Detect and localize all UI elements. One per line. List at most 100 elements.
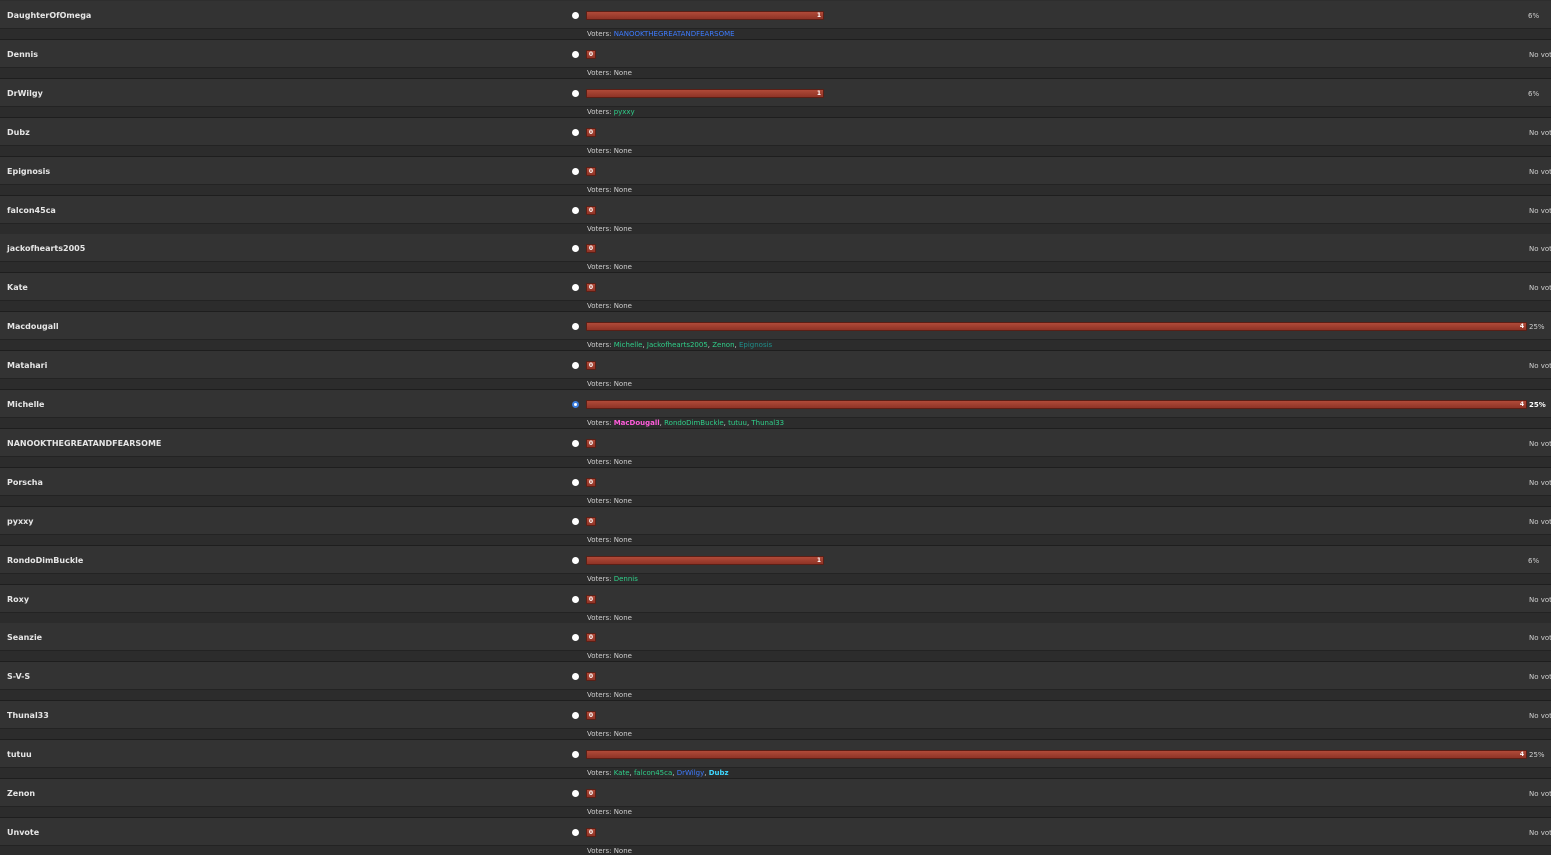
voters-line: Voters: Kate, falcon45ca, DrWilgy, Dubz [587,768,729,778]
vote-percent: No votes [1529,595,1551,604]
voter-separator: , [629,769,634,778]
option-name: RondoDimBuckle [7,555,84,565]
option-voters-cell [0,223,1551,235]
voter-separator: , [659,419,665,427]
option-name: DrWilgy [7,88,43,98]
voters-label: Voters: [587,808,614,816]
voter-link[interactable]: tutuu [728,419,747,427]
voter-link[interactable]: Zenon [712,341,735,350]
option-name: DaughterOfOmega [7,11,92,20]
vote-radio[interactable] [572,401,579,408]
option-voters-cell [0,845,1551,855]
voters-line: Voters: None [587,690,632,700]
voter-link[interactable]: Jackofhearts2005 [646,341,708,350]
option-main-cell [0,156,1551,185]
voter-link[interactable]: RondoDimBuckle [664,419,724,427]
vote-percent: No votes [1529,478,1551,487]
vote-radio[interactable] [572,89,579,97]
option-main-cell [0,195,1551,224]
vote-radio[interactable] [572,245,579,253]
vote-radio[interactable] [572,751,579,759]
vote-percent: No votes [1529,828,1551,837]
vote-bar: 0 [586,283,596,293]
vote-radio[interactable] [572,828,579,836]
option-main-cell [0,117,1551,146]
voter-link[interactable]: Epignosis [738,341,773,350]
voters-label: Voters: [587,380,614,389]
voters-none: None [613,808,632,816]
voters-line: Voters: None [587,496,632,506]
vote-radio[interactable] [572,634,579,642]
vote-radio[interactable] [572,50,579,58]
vote-bar: 0 [586,827,596,837]
voters-line: Voters: None [587,68,632,78]
poll-option-row: falcon45ca 0 No votes Voters: None [0,195,1551,235]
vote-bar: 0 [586,711,596,721]
vote-radio[interactable] [572,362,579,370]
voters-line: Voters: pyxxy [587,107,635,117]
vote-radio[interactable] [572,439,579,447]
poll-option-row: Matahari 0 No votes Voters: None [0,351,1551,391]
option-voters-cell [0,379,1551,391]
vote-percent: No votes [1529,439,1551,448]
vote-bar: 0 [586,477,596,487]
vote-radio[interactable] [572,478,579,486]
voter-link[interactable]: MacDougall [613,419,660,427]
voters-line: Voters: None [587,185,632,195]
vote-radio[interactable] [572,284,579,292]
option-main-cell [0,273,1551,302]
voters-line: Voters: None [587,807,632,817]
vote-count: 4 [1519,401,1524,408]
vote-radio[interactable] [572,712,579,720]
option-name: tutuu [7,750,32,760]
voter-link[interactable]: Dennis [613,574,638,583]
vote-count: 0 [588,206,593,214]
vote-count: 0 [588,478,593,486]
vote-count: 4 [1519,323,1524,331]
vote-radio[interactable] [572,595,579,603]
voters-line: Voters: None [587,535,632,545]
voter-link[interactable]: Dubz [708,769,729,778]
vote-radio[interactable] [572,167,579,175]
voter-separator: , [704,769,709,778]
voter-link[interactable]: Michelle [613,341,643,350]
poll-option-row: Seanzie 0 No votes Voters: None [0,623,1551,663]
vote-count: 4 [1519,751,1524,759]
vote-bar: 0 [586,516,596,526]
vote-percent: 25% [1529,751,1545,760]
voter-link[interactable]: DrWilgy [676,769,705,778]
voter-link[interactable]: NANOOKTHEGREATANDFEARSOME [613,30,735,38]
vote-radio[interactable] [572,323,579,331]
option-name: Matahari [7,361,48,371]
voter-separator: , [723,419,729,427]
poll-option-row: Thunal33 0 No votes Voters: None [0,701,1551,741]
option-voters-cell [0,612,1551,624]
poll-option-row: Dubz 0 No votes Voters: None [0,117,1551,157]
vote-radio[interactable] [572,206,579,214]
option-name: NANOOKTHEGREATANDFEARSOME [7,438,162,448]
vote-radio[interactable] [572,556,579,564]
voter-link[interactable]: pyxxy [613,107,635,116]
voters-line: Voters: Dennis [587,574,638,584]
option-voters-cell [0,690,1551,702]
vote-radio[interactable] [572,673,579,681]
option-voters-cell [0,184,1551,196]
voters-label: Voters: [587,652,614,661]
voter-link[interactable]: Thunal33 [751,419,785,427]
voter-link[interactable]: Kate [613,769,630,778]
vote-radio[interactable] [572,790,579,797]
vote-count: 0 [588,284,593,292]
vote-bar: 0 [586,672,596,682]
voter-link[interactable]: falcon45ca [633,769,673,778]
vote-radio[interactable] [572,517,579,525]
vote-bar: 0 [586,633,596,643]
vote-radio[interactable] [572,128,579,136]
voters-line: Voters: None [587,846,632,855]
voters-none: None [613,302,632,311]
voters-label: Voters: [587,419,614,427]
vote-count: 0 [588,517,593,525]
vote-percent: 25% [1529,401,1546,409]
voters-label: Voters: [587,457,614,466]
vote-percent: No votes [1529,712,1551,721]
vote-radio[interactable] [572,12,579,19]
